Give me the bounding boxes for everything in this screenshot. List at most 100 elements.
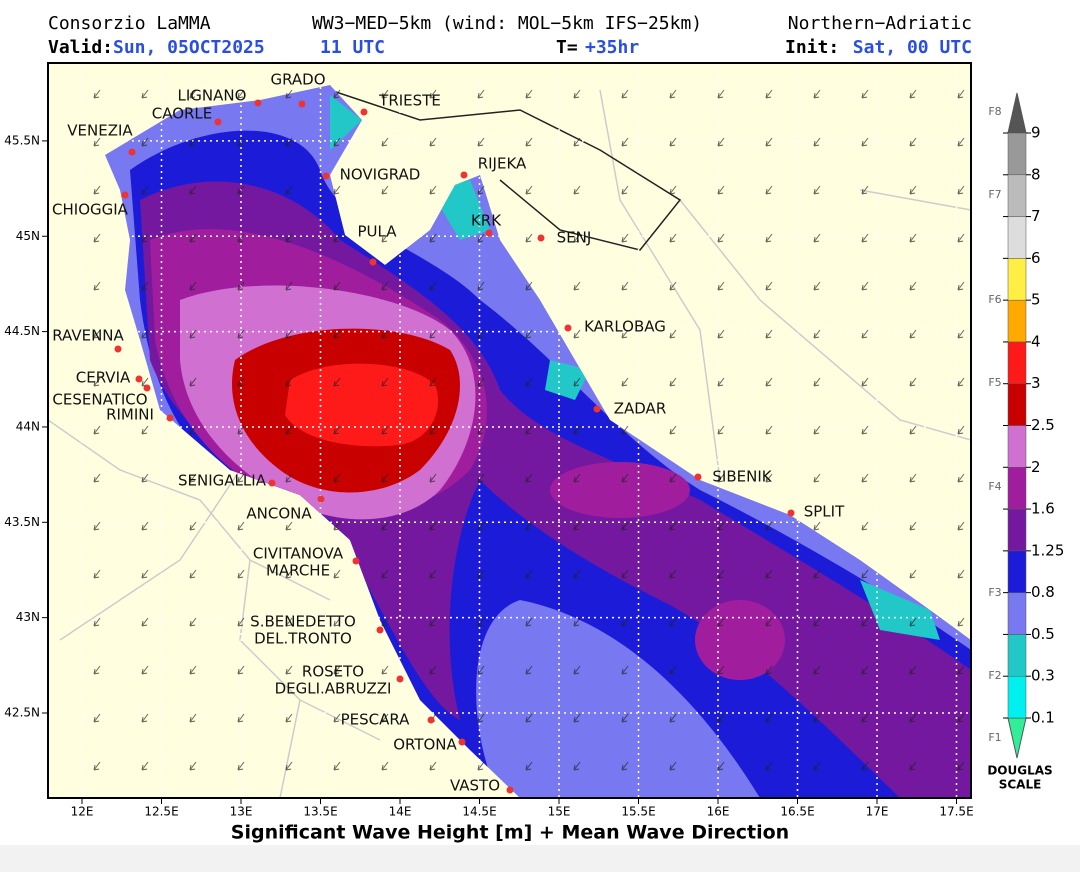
arrow xyxy=(429,473,437,483)
arrow xyxy=(285,377,293,387)
colorbar-label: 0.3 xyxy=(1031,667,1055,685)
city-dot xyxy=(694,473,702,481)
arrow xyxy=(765,617,773,627)
arrow xyxy=(141,569,149,579)
arrow xyxy=(765,521,773,531)
arrow xyxy=(237,425,245,435)
colorbar: 0.1 0.3 0.5 0.8 1.25 1.6 2 2.5 3 4 5 6 7 8 9 F1 F2 F3 F4 F5… xyxy=(987,92,1064,792)
arrow xyxy=(237,473,245,483)
colorbar-label: 2 xyxy=(1031,458,1041,476)
city-label: ZADAR xyxy=(614,400,667,418)
city-label: ROSETO xyxy=(302,663,364,681)
arrow xyxy=(477,137,485,147)
arrow xyxy=(957,185,965,195)
arrow xyxy=(861,185,869,195)
arrow xyxy=(813,137,821,147)
arrow xyxy=(525,137,533,147)
city-dot xyxy=(360,108,368,116)
colorbar-label: 5 xyxy=(1031,291,1041,309)
arrow xyxy=(381,185,389,195)
arrow xyxy=(141,281,149,291)
arrow xyxy=(957,329,965,339)
arrow xyxy=(141,665,149,675)
arrow xyxy=(333,185,341,195)
arrow xyxy=(573,89,581,99)
arrow xyxy=(381,569,389,579)
arrow xyxy=(333,761,341,771)
x-tick-label: 15E xyxy=(548,805,571,819)
arrow xyxy=(429,569,437,579)
arrow xyxy=(765,281,773,291)
arrow xyxy=(669,569,677,579)
city-label: SENJ xyxy=(557,229,592,247)
arrow xyxy=(861,521,869,531)
city-dot xyxy=(298,100,306,108)
y-tick-label: 42.5N xyxy=(4,706,40,720)
arrow xyxy=(477,761,485,771)
colorbar-band xyxy=(1007,550,1027,593)
arrow xyxy=(621,137,629,147)
arrow xyxy=(717,425,725,435)
arrow xyxy=(285,233,293,243)
arrow xyxy=(189,185,197,195)
arrow xyxy=(765,713,773,723)
arrow xyxy=(621,713,629,723)
arrow xyxy=(765,761,773,771)
arrow xyxy=(573,137,581,147)
arrow xyxy=(669,473,677,483)
arrow xyxy=(477,473,485,483)
city-dot xyxy=(114,345,122,353)
arrow xyxy=(909,137,917,147)
init-value: Sat, 00 UTC xyxy=(853,37,972,58)
arrow xyxy=(429,617,437,627)
arrow xyxy=(237,569,245,579)
arrow xyxy=(429,185,437,195)
arrow xyxy=(669,377,677,387)
band-0.3 xyxy=(330,95,940,640)
arrow xyxy=(909,185,917,195)
colorbar-label: 7 xyxy=(1031,207,1041,225)
arrow xyxy=(525,761,533,771)
arrow xyxy=(477,521,485,531)
band-1.6-b xyxy=(550,462,690,518)
arrow xyxy=(381,89,389,99)
arrow xyxy=(429,425,437,435)
city-dot xyxy=(593,405,601,413)
arrow xyxy=(573,425,581,435)
arrow xyxy=(285,329,293,339)
arrow xyxy=(861,377,869,387)
arrow xyxy=(525,185,533,195)
arrow xyxy=(669,617,677,627)
arrow xyxy=(573,713,581,723)
band-3 xyxy=(285,363,439,447)
y-tick-label: 45.5N xyxy=(4,133,40,147)
arrow xyxy=(909,425,917,435)
arrow xyxy=(381,329,389,339)
arrow xyxy=(765,425,773,435)
arrow xyxy=(189,665,197,675)
arrow xyxy=(141,137,149,147)
arrow xyxy=(525,425,533,435)
arrow xyxy=(813,665,821,675)
arrow xyxy=(861,473,869,483)
arrow xyxy=(957,761,965,771)
arrow xyxy=(381,137,389,147)
city-dot xyxy=(143,384,151,392)
colorbar-band xyxy=(1007,341,1027,384)
arrow xyxy=(141,617,149,627)
arrow xyxy=(909,617,917,627)
arrow xyxy=(957,473,965,483)
arrow xyxy=(237,281,245,291)
arrow xyxy=(189,569,197,579)
city-label: DEL.TRONTO xyxy=(254,630,352,648)
arrow xyxy=(717,521,725,531)
city-dot xyxy=(128,148,136,156)
arrow xyxy=(573,329,581,339)
arrow xyxy=(93,329,101,339)
arrow xyxy=(861,617,869,627)
arrow xyxy=(957,521,965,531)
arrow xyxy=(93,89,101,99)
arrow xyxy=(381,713,389,723)
arrow xyxy=(909,761,917,771)
